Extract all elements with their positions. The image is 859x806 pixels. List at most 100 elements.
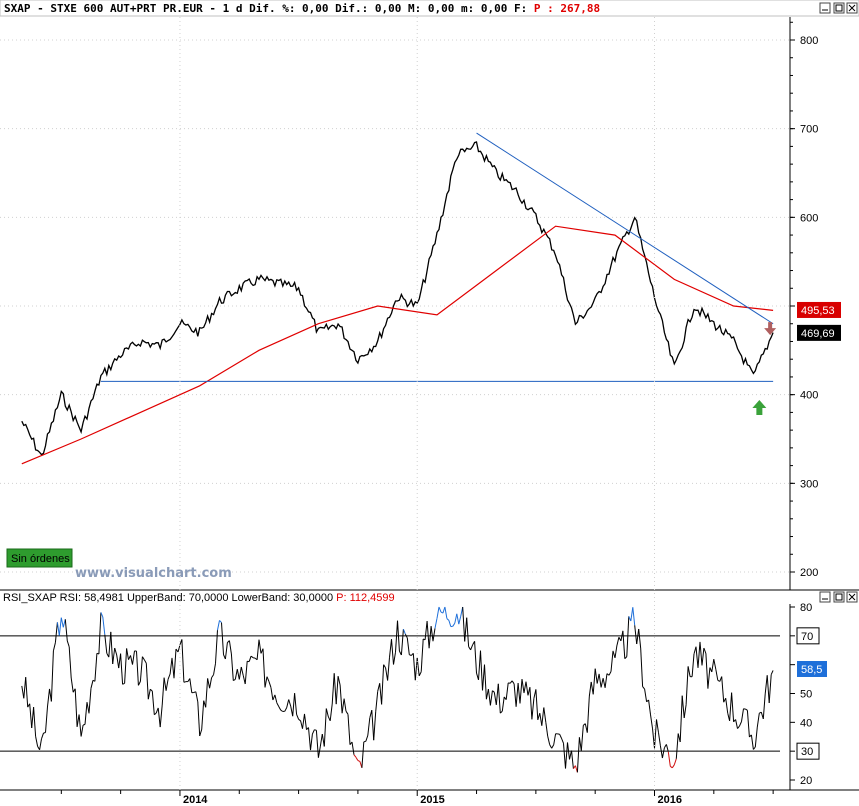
rsi-segment <box>754 727 758 748</box>
rsi-segment <box>286 699 290 708</box>
buy-arrow-icon <box>752 399 767 415</box>
rsi-segment <box>608 671 612 676</box>
price-y-axis: 200300400500600700800 <box>790 21 818 579</box>
rsi-maximize-button[interactable] <box>833 591 845 603</box>
rsi-segment <box>537 713 541 720</box>
rsi-segment <box>511 680 515 685</box>
rsi-segment <box>753 746 756 750</box>
rsi-segment <box>100 612 104 618</box>
rsi-segment <box>531 698 535 720</box>
rsi-segment <box>262 648 266 688</box>
rsi-segment <box>136 651 139 686</box>
rsi-segment <box>171 657 175 679</box>
rsi-segment <box>616 637 620 646</box>
rsi-segment <box>648 699 651 715</box>
rsi-segment <box>126 648 129 660</box>
rsi-segment <box>517 683 521 704</box>
rsi-segment <box>523 681 527 694</box>
rsi-segment <box>66 640 70 647</box>
rsi-segment <box>56 622 60 636</box>
orders-badge-label: Sin órdenes <box>11 553 70 565</box>
rsi-segment <box>189 678 193 693</box>
x-tick-label: 2014 <box>183 794 208 806</box>
rsi-segment <box>416 657 420 676</box>
rsi-segment <box>487 689 491 706</box>
header-fields: Dif. %: 0,00 Dif.: 0,00 M: 0,00 m: 0,00 … <box>249 2 527 15</box>
price-line <box>21 141 774 456</box>
rsi-upper-label: UpperBand: 70,0000 <box>127 592 229 604</box>
rsi-minimize-button[interactable] <box>819 591 831 603</box>
rsi-segment <box>88 688 92 714</box>
rsi-segment <box>270 687 274 701</box>
rsi-segment <box>165 679 169 691</box>
rsi-segment <box>141 656 145 661</box>
rsi-segment <box>68 646 72 679</box>
price-y-tick-label: 300 <box>800 478 818 490</box>
rsi-segment <box>298 718 301 722</box>
rsi-segment <box>745 708 748 711</box>
rsi-segment <box>272 694 276 701</box>
orders-badge[interactable] <box>6 548 73 568</box>
x-axis: 2014 2015 2016 <box>60 17 774 806</box>
rsi-segment <box>594 668 598 684</box>
rsi-segment <box>393 652 396 665</box>
rsi-segment <box>169 657 173 675</box>
rsi-segment <box>543 707 547 723</box>
rsi-segment <box>426 621 430 649</box>
rsi-segment <box>592 668 596 695</box>
rsi-segment <box>215 630 218 664</box>
rsi-value-label: RSI: 58,4981 <box>60 592 124 604</box>
rsi-close-icon <box>848 593 856 601</box>
rsi-segment <box>484 664 487 700</box>
rsi-segment <box>650 714 653 729</box>
rsi-segment <box>478 650 481 680</box>
rsi-segment <box>750 734 754 750</box>
rsi-segment <box>598 673 602 688</box>
rsi-segment <box>23 677 27 699</box>
rsi-segment <box>304 713 307 730</box>
rsi-segment <box>703 647 707 654</box>
rsi-segment <box>701 647 705 666</box>
header-symbol: SXAP <box>4 2 31 15</box>
rsi-segment <box>695 646 699 668</box>
rsi-y-tick-label: 80 <box>800 602 812 614</box>
rsi-segment <box>604 673 608 688</box>
rsi-segment <box>60 617 64 628</box>
rsi-segment <box>240 666 244 676</box>
rsi-segment <box>644 689 648 702</box>
rsi-segment <box>446 618 450 621</box>
rsi-segment <box>311 729 315 735</box>
rsi-segment <box>120 653 124 685</box>
rsi-segment <box>151 691 155 715</box>
x-tick-label: 2015 <box>420 794 444 806</box>
rsi-segment <box>351 741 355 755</box>
maximize-button[interactable] <box>833 2 845 14</box>
rsi-segment <box>741 708 744 722</box>
rsi-segment <box>656 719 659 733</box>
rsi-segment <box>497 683 501 714</box>
rsi-segment <box>58 617 62 636</box>
sell-arrow-icon <box>764 322 777 336</box>
rsi-segment <box>244 661 248 685</box>
rsi-segment <box>675 733 679 759</box>
rsi-segment <box>409 654 412 656</box>
rsi-segment <box>462 606 466 642</box>
rsi-segment <box>258 639 262 654</box>
rsi-segment <box>337 676 341 686</box>
rsi-segment <box>333 673 337 705</box>
rsi-segment <box>770 670 774 675</box>
rsi-segment <box>493 692 497 705</box>
rsi-segment <box>485 689 489 700</box>
rsi-segment <box>402 629 406 635</box>
rsi-segment <box>721 676 725 703</box>
rsi-segment <box>567 742 570 760</box>
rsi-segment <box>25 677 29 708</box>
rsi-segment <box>323 708 327 747</box>
rsi-segment <box>768 674 772 704</box>
rsi-value-tag-label: 58,5 <box>801 664 822 676</box>
minimize-button[interactable] <box>819 2 831 14</box>
rsi-segment <box>139 656 143 682</box>
rsi-segment <box>371 710 375 741</box>
